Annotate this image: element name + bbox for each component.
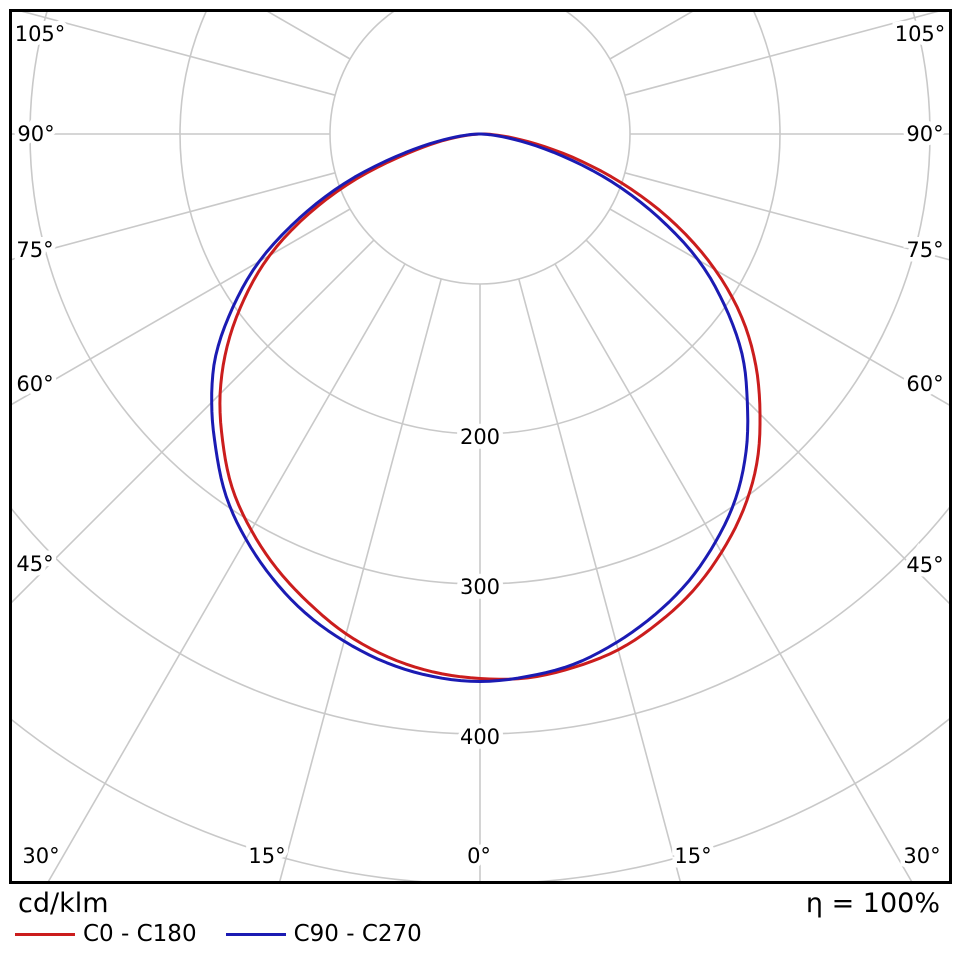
grid-ray--45 [10, 239, 375, 605]
grid-ray--75 [10, 172, 336, 261]
legend-item: C90 - C270 [225, 921, 422, 947]
legend-item: C0 - C180 [15, 923, 197, 946]
grid-ray-60 [609, 208, 951, 407]
curve-c90-c270 [210, 132, 750, 683]
angle-label: 30° [903, 844, 940, 868]
angle-labels: 105° 90° 75° 60° 45° 30° 15° 0° 15° 30° 45° 60° 75° 9… [10, 18, 950, 873]
legend-line-c90-c270 [225, 933, 286, 936]
curve-c0-c180 [218, 132, 762, 681]
angle-label: 105° [895, 22, 946, 46]
angle-label: 90° [906, 122, 943, 146]
grid-ray--30 [46, 263, 406, 883]
angle-label: 45° [906, 553, 943, 577]
radial-tick-label-200: 200 [460, 425, 500, 449]
angle-label: 105° [15, 22, 66, 46]
angle-label: 75° [906, 238, 943, 262]
grid-ray--15 [278, 278, 442, 883]
angle-label: 15° [674, 844, 711, 868]
grid-ray--105 [15, 10, 336, 96]
series-curves [210, 132, 762, 683]
angle-label: 30° [22, 844, 59, 868]
angle-label: 45° [16, 552, 53, 576]
legend-label: C90 - C270 [293, 921, 422, 947]
grid-ray-30 [554, 263, 914, 883]
grid-ray-105 [624, 10, 945, 96]
radial-tick-label-400: 400 [460, 725, 500, 749]
angle-label: 60° [906, 372, 943, 396]
angle-label: 90° [17, 122, 54, 146]
angle-label: 15° [248, 844, 285, 868]
grid-circle-100 [329, 10, 631, 285]
angle-label: 75° [16, 238, 53, 262]
angle-label: 60° [16, 372, 53, 396]
grid-ray-45 [585, 239, 951, 606]
legend-line-c0-c180 [15, 933, 75, 936]
grid-ray-75 [624, 172, 951, 261]
legend-label: C0 - C180 [83, 921, 197, 947]
legend: C0 - C180 C90 - C270 [15, 923, 422, 946]
grid-ray-15 [518, 278, 682, 883]
units-label: cd/klm [18, 888, 109, 919]
radial-tick-label-300: 300 [460, 575, 500, 599]
angle-label: 0° [467, 844, 491, 868]
plot-border [9, 9, 952, 884]
efficiency-label: η = 100% [805, 888, 940, 919]
grid-ray--60 [10, 208, 351, 406]
